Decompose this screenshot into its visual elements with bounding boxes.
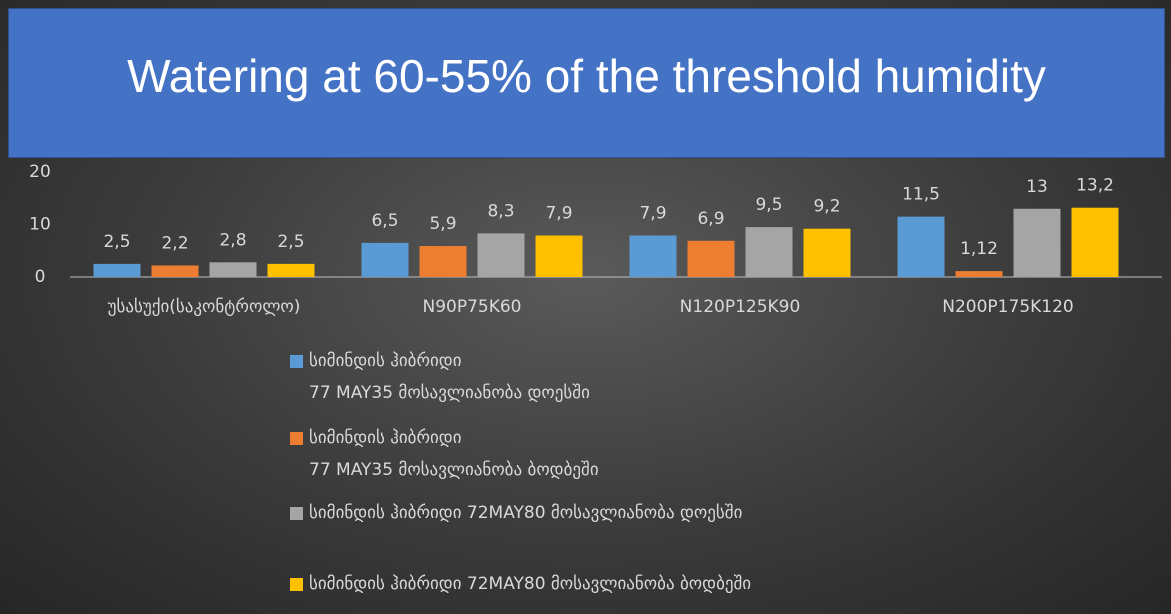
bar (477, 233, 525, 277)
legend-swatch (290, 578, 303, 591)
data-label: 8,3 (487, 201, 514, 221)
x-tick-label: N90P75K60 (422, 297, 521, 317)
chart-title: Watering at 60-55% of the threshold humi… (127, 50, 1046, 102)
bar (361, 242, 409, 277)
y-tick-label: 20 (29, 162, 51, 182)
data-label: 2,5 (277, 232, 304, 252)
y-tick-label: 10 (29, 215, 51, 235)
x-tick-label: უსასუქი(საკონტროლო) (108, 297, 301, 317)
x-tick-label: N120P125K90 (680, 297, 801, 317)
legend-swatch (290, 507, 303, 520)
bar (93, 263, 141, 277)
legend-entry: სიმინდის ჰიბრიდი 77 MAY35 მოსავლიანობა ბ… (290, 422, 599, 486)
bar (1071, 207, 1119, 277)
bar (629, 235, 677, 277)
bar (897, 216, 945, 277)
data-label: 9,5 (755, 195, 782, 215)
legend-entry: სიმინდის ჰიბრიდი 77 MAY35 მოსავლიანობა დ… (290, 345, 590, 409)
legend-label: სიმინდის ჰიბრიდი 72MAY80 მოსავლიანობა დო… (309, 503, 743, 523)
data-label: 9,2 (813, 197, 840, 217)
data-label: 11,5 (902, 185, 940, 205)
data-label: 6,5 (371, 211, 398, 231)
data-label: 2,5 (103, 232, 130, 252)
x-tick-label: N200P175K120 (942, 297, 1073, 317)
data-label: 7,9 (639, 204, 666, 224)
legend-swatch (290, 432, 303, 445)
data-label: 2,2 (161, 233, 188, 253)
bar (1013, 208, 1061, 277)
bar (151, 265, 199, 277)
legend-swatch (290, 355, 303, 368)
header: Watering at 60-55% of the threshold humi… (8, 8, 1165, 158)
legend-entry: სიმინდის ჰიბრიდი 72MAY80 მოსავლიანობა ბო… (290, 568, 751, 600)
bar (535, 235, 583, 277)
data-label: 7,9 (545, 204, 572, 224)
bar (267, 263, 315, 277)
legend-label: სიმინდის ჰიბრიდი 72MAY80 მოსავლიანობა ბო… (309, 574, 752, 594)
data-label: 6,9 (697, 209, 724, 229)
bar (803, 228, 851, 277)
legend-label: სიმინდის ჰიბრიდი 77 MAY35 მოსავლიანობა ბ… (309, 428, 599, 480)
legend-entry: სიმინდის ჰიბრიდი 72MAY80 მოსავლიანობა დო… (290, 497, 742, 529)
legend-label: სიმინდის ჰიბრიდი 77 MAY35 მოსავლიანობა დ… (309, 351, 590, 403)
bar (687, 240, 735, 277)
data-label: 2,8 (219, 230, 246, 250)
bar (209, 262, 257, 277)
data-label: 1,12 (960, 239, 998, 259)
data-label: 5,9 (429, 214, 456, 234)
bar (955, 271, 1003, 277)
bar (419, 246, 467, 277)
data-label: 13,2 (1076, 176, 1114, 196)
bar (745, 227, 793, 277)
y-tick-label: 0 (35, 267, 46, 287)
data-label: 13 (1026, 177, 1048, 197)
